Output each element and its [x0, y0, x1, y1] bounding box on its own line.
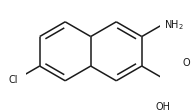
Text: O: O [183, 58, 191, 68]
Text: Cl: Cl [8, 74, 18, 84]
Text: NH$_2$: NH$_2$ [164, 18, 184, 32]
Text: OH: OH [156, 101, 171, 111]
